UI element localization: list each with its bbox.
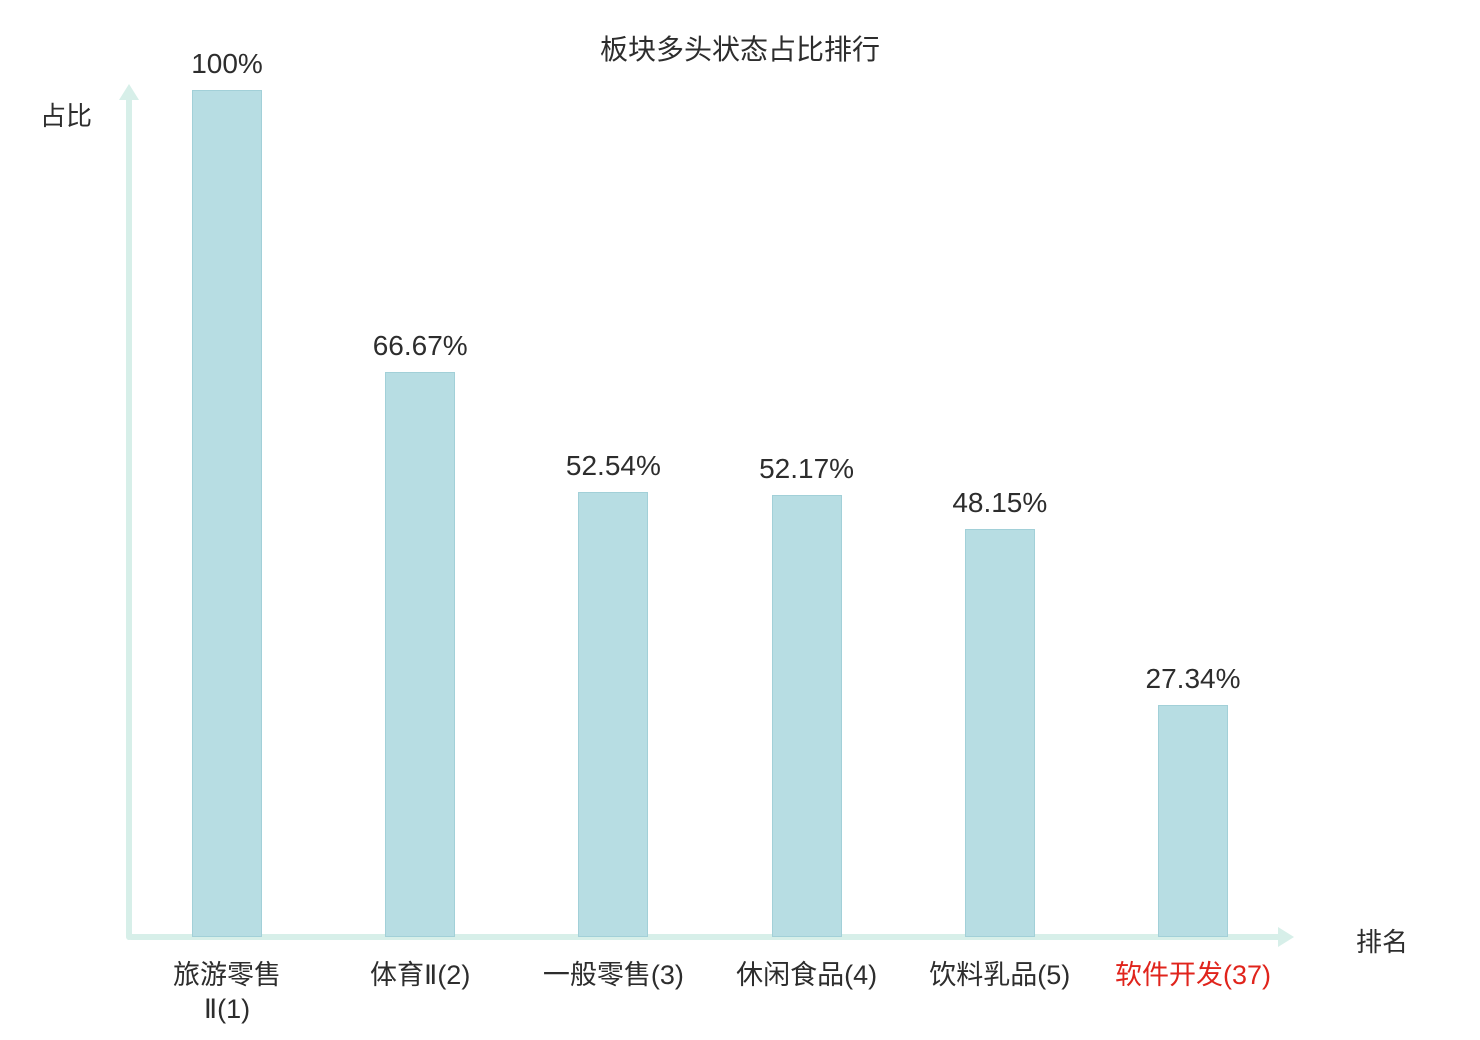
bar [771, 495, 842, 937]
x-axis [128, 934, 1282, 940]
x-axis-label: 排名 [1356, 927, 1409, 957]
bar-value-label: 66.67% [372, 330, 468, 362]
chart-title: 板块多头状态占比排行 [599, 34, 880, 65]
bar-value-label: 27.34% [1145, 663, 1241, 695]
bar [385, 372, 456, 937]
y-axis-arrow-icon [119, 84, 139, 100]
bar-value-label: 52.17% [759, 453, 855, 485]
bar-category-label: 饮料乳品(5) [929, 960, 1071, 990]
bar [964, 529, 1035, 937]
y-axis [126, 96, 132, 940]
bar [1158, 705, 1228, 937]
bar [578, 492, 649, 937]
bar-value-label: 48.15% [952, 487, 1048, 519]
bar-category-label: 一般零售(3) [542, 960, 684, 990]
bar-category-label: 休闲食品(4) [736, 960, 878, 990]
bar-value-label: 100% [191, 48, 263, 79]
bar-category-label: 体育Ⅱ(2) [370, 960, 471, 990]
bar-category-label: 旅游零售 Ⅱ(1) [173, 960, 281, 1024]
bar [192, 90, 262, 937]
y-axis-label: 占比 [40, 101, 93, 131]
bar-category-label: 软件开发(37) [1114, 960, 1271, 990]
bar-value-label: 52.54% [565, 450, 661, 481]
x-axis-arrow-icon [1278, 927, 1294, 947]
